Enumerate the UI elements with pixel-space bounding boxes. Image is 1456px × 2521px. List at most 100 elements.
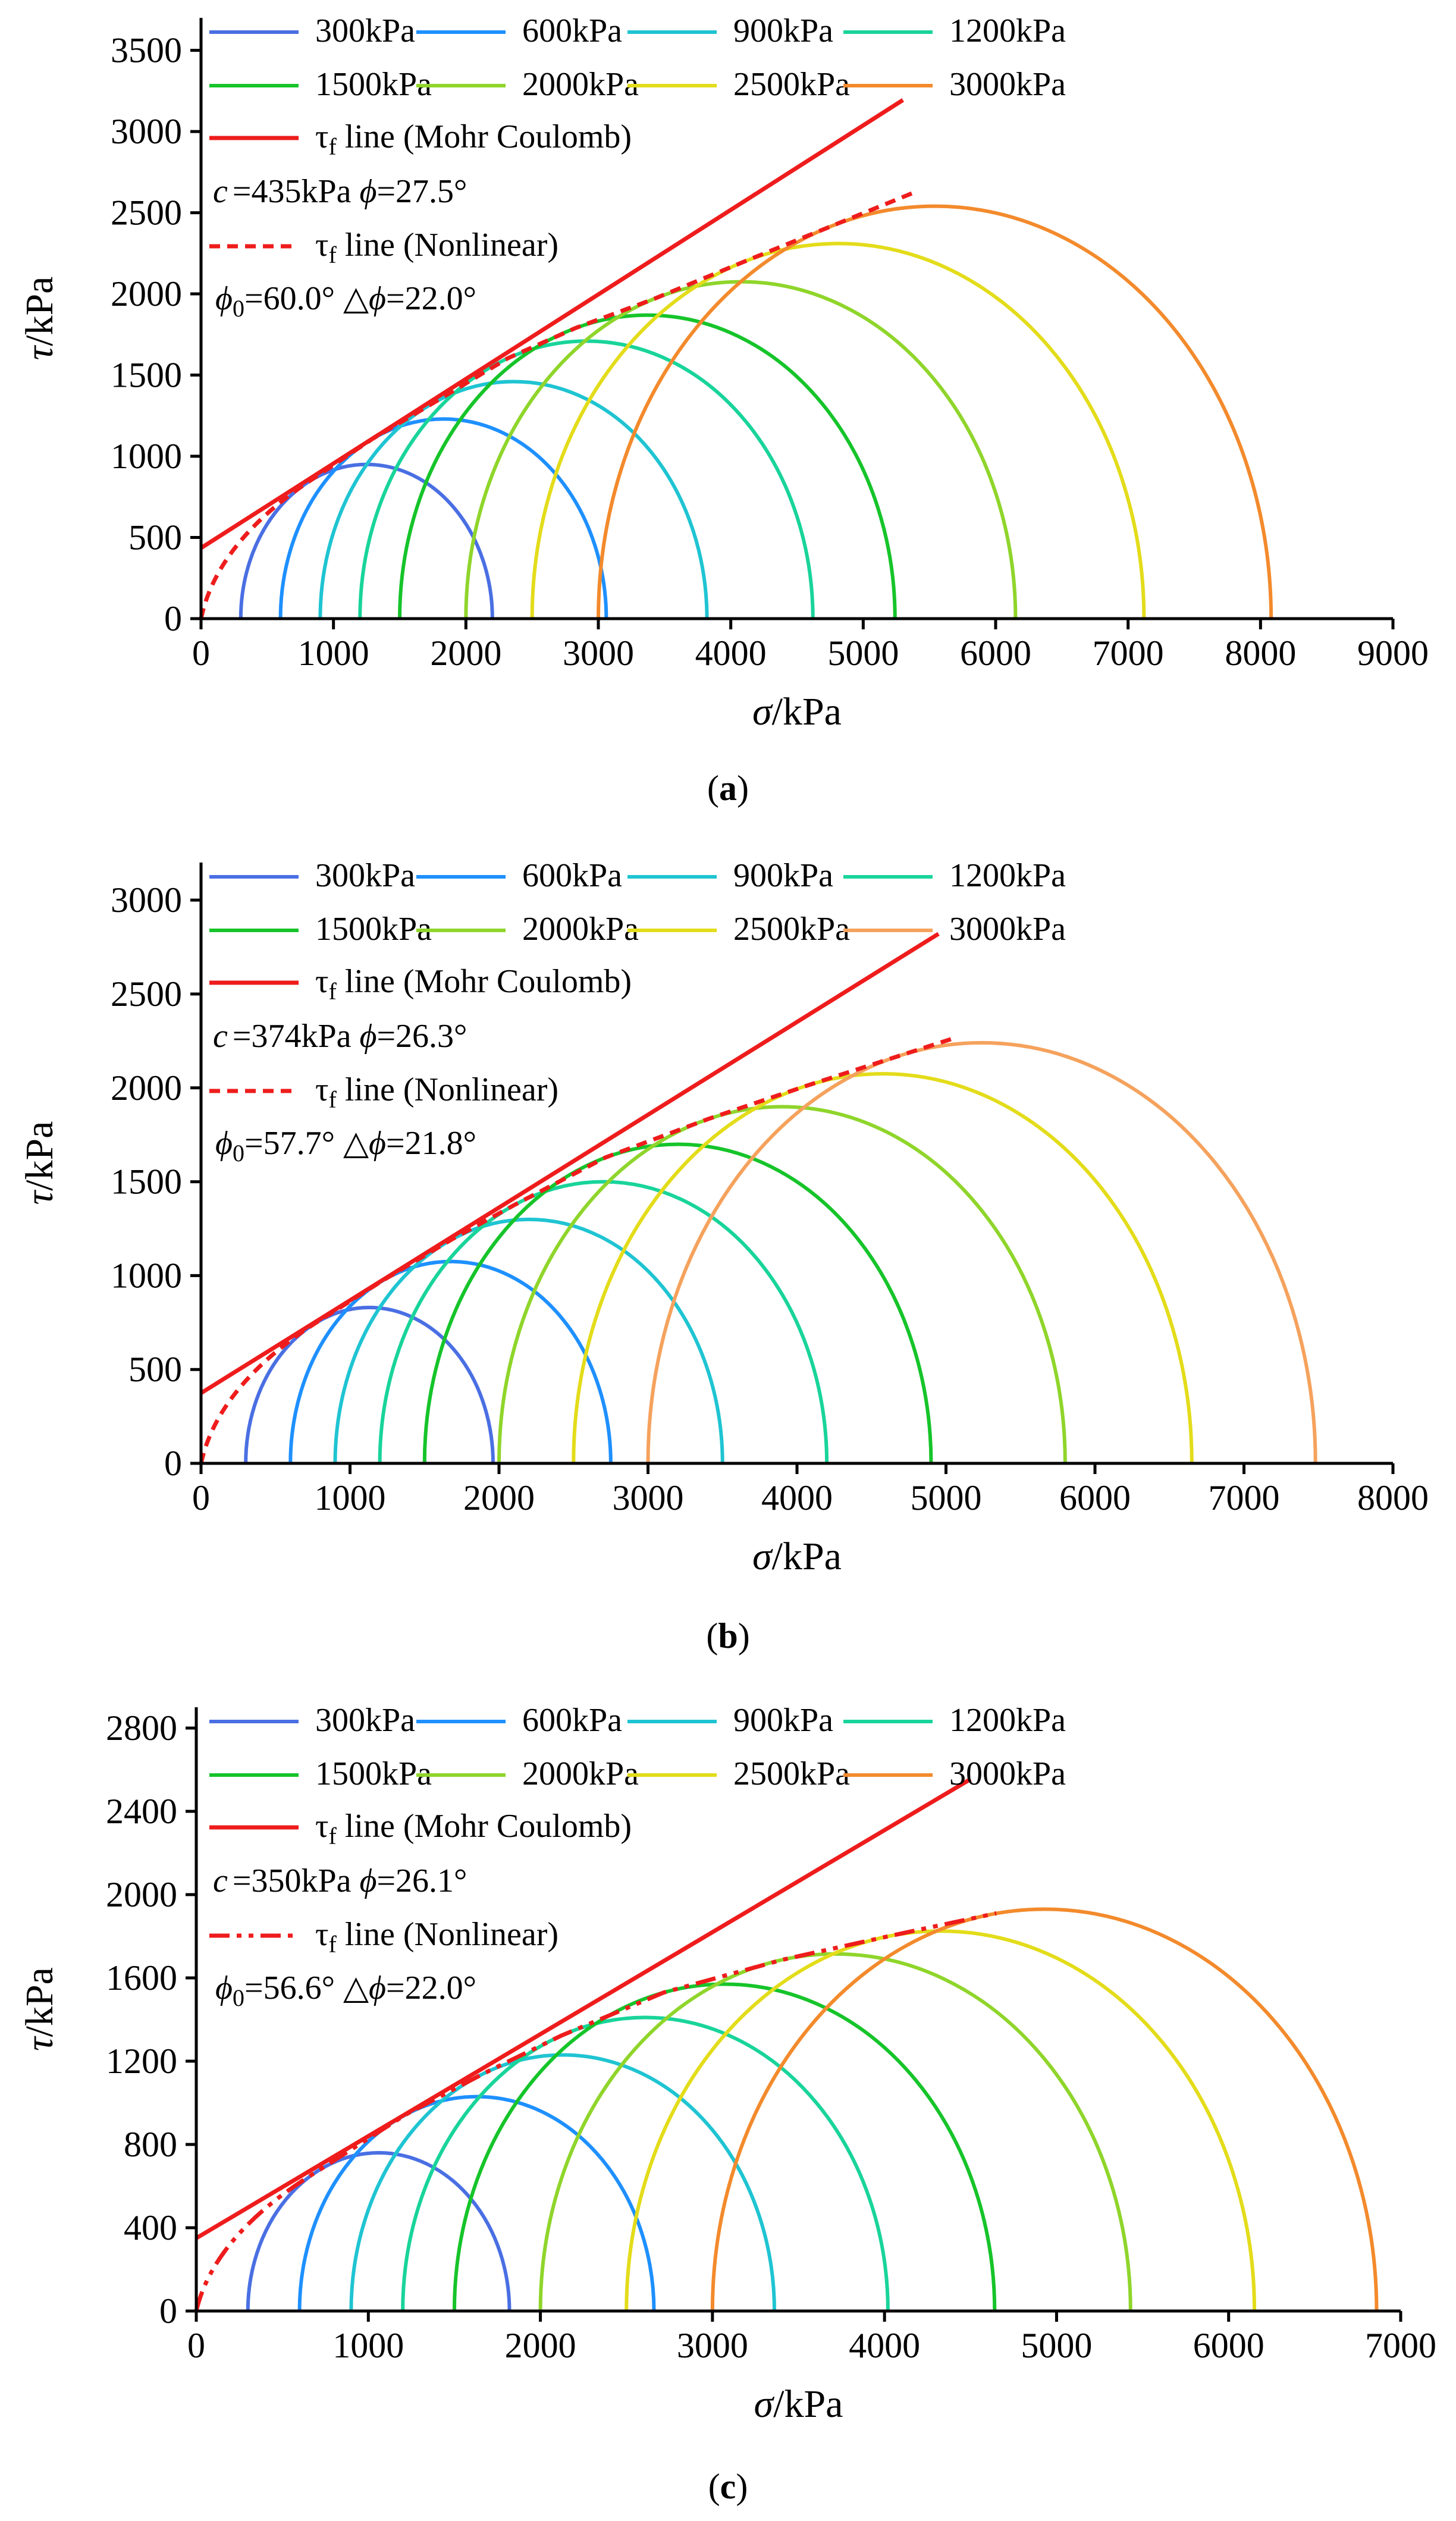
- y-tick-label: 3000: [111, 112, 182, 151]
- legend-label: 2500kPa: [733, 66, 850, 103]
- legend-label: 2500kPa: [733, 1755, 850, 1792]
- x-tick-label: 5000: [827, 634, 899, 673]
- x-tick-label: 1000: [298, 634, 369, 673]
- y-tick-label: 800: [124, 2125, 177, 2164]
- cohesion-friction-label: c =374kPa ϕ=26.3°: [213, 1018, 467, 1055]
- y-tick-label: 2000: [111, 1068, 182, 1108]
- panel-label: (a): [707, 769, 749, 808]
- x-tick-label: 6000: [1193, 2326, 1264, 2365]
- x-axis-title: σ/kPa: [752, 690, 842, 733]
- x-tick-label: 3000: [563, 634, 634, 673]
- cohesion-friction-label: c =435kPa ϕ=27.5°: [213, 173, 467, 210]
- mohr-circle-2000kPa: [497, 1105, 1067, 1464]
- panel-a: 0 1000 2000 3000 4000 5000 6000 7000 8000 9000 0 50…: [18, 12, 1429, 808]
- x-tick-label: 7000: [1093, 634, 1164, 673]
- panel-b: 0 1000 2000 3000 4000 5000 6000 7000 8000 0 500 100…: [18, 857, 1429, 1655]
- mohr-circle-1200kPa: [401, 2015, 890, 2312]
- y-tick-label: 1200: [106, 2042, 177, 2081]
- legend-label: 2000kPa: [522, 1755, 639, 1792]
- legend-label: 300kPa: [315, 1702, 415, 1739]
- x-tick-label: 0: [192, 634, 210, 673]
- mohr-circle-1500kPa: [422, 1142, 933, 1464]
- mohr-circle-3000kPa: [646, 1041, 1317, 1464]
- mohr-coulomb-line: [200, 98, 905, 550]
- x-tick-label: 6000: [960, 634, 1031, 673]
- x-tick-label: 3000: [613, 1478, 684, 1517]
- x-tick-label: 5000: [911, 1478, 982, 1517]
- mohr-circle-900kPa: [333, 1217, 724, 1464]
- y-tick-label: 1000: [111, 1256, 182, 1295]
- panel-label: (c): [708, 2467, 748, 2506]
- x-tick-label: 0: [192, 1478, 210, 1517]
- x-tick-label: 2000: [430, 634, 501, 673]
- x-tick-label: 2000: [505, 2326, 576, 2365]
- legend-label: 1200kPa: [949, 12, 1066, 49]
- y-tick-label: 500: [128, 518, 182, 557]
- legend-label: 1200kPa: [949, 1702, 1066, 1739]
- mohr-circle-900kPa: [318, 380, 709, 619]
- nonlinear-envelope: [199, 189, 917, 619]
- x-axis-title: σ/kPa: [752, 1535, 842, 1578]
- mohr-circle-2500kPa: [573, 1074, 1192, 1463]
- mohr-circle-300kPa: [244, 1306, 495, 1464]
- legend-mohr-coulomb: τf line (Mohr Coulomb): [315, 118, 632, 160]
- y-tick-label: 2500: [111, 193, 182, 233]
- legend-label: 600kPa: [522, 12, 622, 49]
- y-tick-label: 1500: [111, 356, 182, 395]
- mohr-circle-2000kPa: [464, 280, 1018, 619]
- y-axis-title: τ/kPa: [18, 1121, 61, 1205]
- x-tick-label: 7000: [1209, 1478, 1280, 1517]
- legend-label: 1500kPa: [315, 66, 432, 103]
- nonlinear-params-label: ϕ0=60.0° △ϕ=22.0°: [215, 280, 476, 322]
- mohr-circle-300kPa: [246, 2151, 512, 2312]
- x-tick-label: 9000: [1357, 634, 1429, 673]
- cohesion-friction-label: c =350kPa ϕ=26.1°: [213, 1862, 467, 1899]
- legend-label: 600kPa: [522, 857, 622, 894]
- y-tick-label: 3500: [111, 31, 182, 70]
- legend-label: 1500kPa: [315, 911, 432, 948]
- y-tick-label: 0: [164, 599, 182, 638]
- legend-nonlinear: τf line (Nonlinear): [315, 227, 558, 268]
- mohr-circle-600kPa: [288, 1259, 613, 1464]
- mohr-circle-3000kPa: [597, 204, 1273, 619]
- y-tick-label: 2400: [106, 1792, 177, 1831]
- legend-label: 900kPa: [733, 12, 833, 49]
- legend-label: 600kPa: [522, 1702, 622, 1739]
- legend-label: 1500kPa: [315, 1755, 432, 1792]
- legend-mohr-coulomb: τf line (Mohr Coulomb): [315, 1808, 632, 1849]
- x-tick-label: 7000: [1365, 2326, 1436, 2365]
- mohr-circle-600kPa: [278, 417, 608, 619]
- x-tick-label: 4000: [695, 634, 767, 673]
- panel-label: (b): [706, 1616, 749, 1655]
- panel-c: 0 1000 2000 3000 4000 5000 6000 7000 0 400 800 1200…: [18, 1702, 1436, 2506]
- y-tick-label: 3000: [111, 880, 182, 920]
- legend-label: 2500kPa: [733, 911, 850, 948]
- legend-mohr-coulomb: τf line (Mohr Coulomb): [315, 963, 632, 1005]
- y-tick-label: 2800: [106, 1708, 177, 1748]
- x-tick-label: 1000: [315, 1478, 386, 1517]
- mohr-circle-1200kPa: [378, 1180, 829, 1464]
- legend-label: 300kPa: [315, 12, 415, 49]
- legend-label: 3000kPa: [949, 911, 1066, 948]
- legend-label: 300kPa: [315, 857, 415, 894]
- legend-label: 900kPa: [733, 857, 833, 894]
- y-tick-label: 1500: [111, 1162, 182, 1202]
- mohr-circle-1500kPa: [452, 1982, 997, 2312]
- x-tick-label: 1000: [332, 2326, 404, 2365]
- x-tick-label: 2000: [463, 1478, 535, 1517]
- y-axis-title: τ/kPa: [18, 1967, 61, 2051]
- y-tick-label: 2500: [111, 974, 182, 1014]
- mohr-circle-2500kPa: [530, 242, 1146, 619]
- mohr-coulomb-line: [195, 1777, 972, 2240]
- legend-nonlinear: τf line (Nonlinear): [315, 1071, 558, 1113]
- legend-label: 3000kPa: [949, 1755, 1066, 1792]
- y-tick-label: 0: [159, 2291, 177, 2331]
- x-axis-title: σ/kPa: [754, 2382, 843, 2426]
- mohr-circle-900kPa: [349, 2053, 776, 2312]
- nonlinear-params-label: ϕ0=56.6° △ϕ=22.0°: [215, 1970, 476, 2011]
- mohr-circle-3000kPa: [713, 1909, 1377, 2311]
- x-tick-label: 4000: [761, 1478, 833, 1517]
- x-tick-label: 6000: [1059, 1478, 1131, 1517]
